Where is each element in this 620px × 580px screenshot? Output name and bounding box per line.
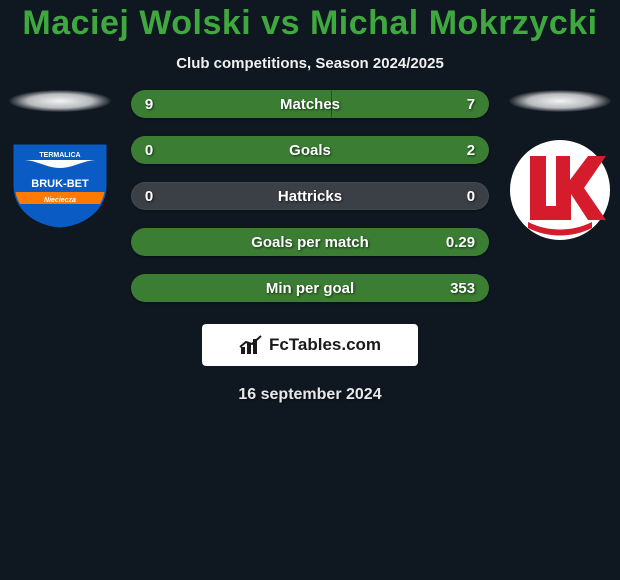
right-flag-placeholder: [509, 90, 611, 112]
right-player-column: [507, 90, 612, 242]
subtitle: Club competitions, Season 2024/2025: [0, 55, 620, 72]
stat-row-goals: 0 Goals 2: [131, 136, 489, 164]
stat-fill-left: [131, 90, 332, 118]
nieciecza-badge-icon: TERMALICA BRUK-BET Nieciecza: [10, 138, 110, 228]
svg-text:TERMALICA: TERMALICA: [40, 152, 81, 159]
stat-row-goals-per-match: Goals per match 0.29: [131, 228, 489, 256]
brand-text: FcTables.com: [269, 335, 381, 355]
left-flag-placeholder: [9, 90, 111, 112]
stat-value-right: 0: [467, 182, 475, 210]
stat-row-hattricks: 0 Hattricks 0: [131, 182, 489, 210]
left-club-logo: TERMALICA BRUK-BET Nieciecza: [10, 138, 110, 228]
stat-fill-right: [131, 136, 489, 164]
stat-row-matches: 9 Matches 7: [131, 90, 489, 118]
svg-text:Nieciecza: Nieciecza: [44, 197, 76, 204]
bar-chart-icon: [239, 334, 263, 356]
left-player-column: TERMALICA BRUK-BET Nieciecza: [8, 90, 113, 228]
stat-fill-right: [131, 274, 489, 302]
stat-bars: 9 Matches 7 0 Goals 2 0 Hattricks 0 Goal…: [131, 90, 489, 302]
right-club-logo: [508, 138, 612, 242]
stat-fill-right: [332, 90, 490, 118]
lks-badge-icon: [508, 138, 612, 242]
brand-attribution: FcTables.com: [202, 324, 418, 366]
stat-fill-right: [131, 228, 489, 256]
stat-label: Hattricks: [131, 182, 489, 210]
stat-row-min-per-goal: Min per goal 353: [131, 274, 489, 302]
svg-text:BRUK-BET: BRUK-BET: [32, 178, 90, 190]
generated-date: 16 september 2024: [0, 386, 620, 404]
page-title: Maciej Wolski vs Michal Mokrzycki: [0, 4, 620, 43]
stat-value-left: 0: [145, 182, 153, 210]
comparison-wrapper: TERMALICA BRUK-BET Nieciecza 9 Matches 7…: [0, 90, 620, 302]
